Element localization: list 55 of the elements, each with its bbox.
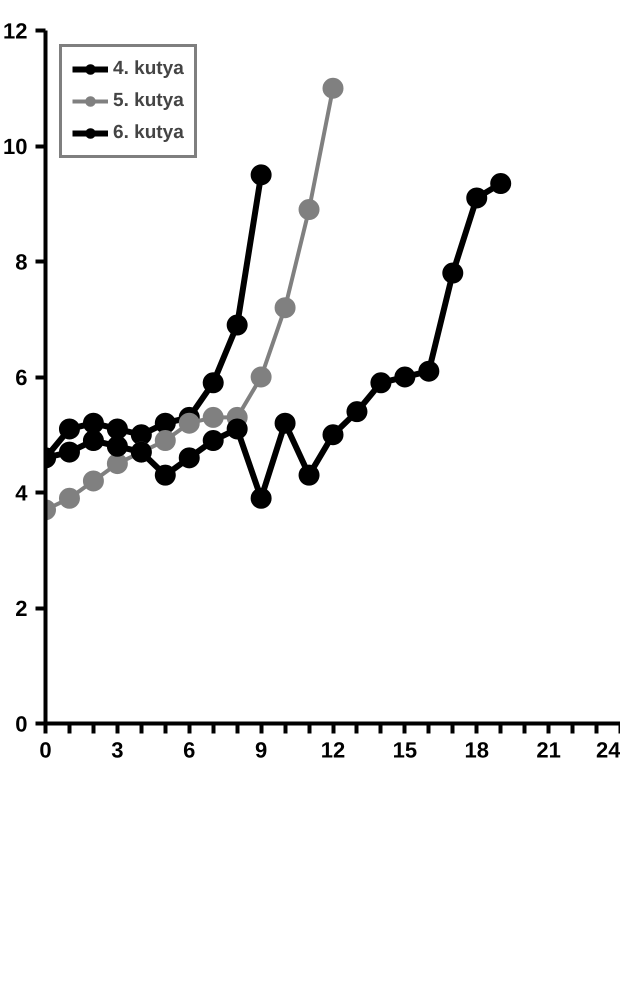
y-tick-label: 2 xyxy=(15,596,28,621)
point xyxy=(394,366,416,388)
point xyxy=(250,164,272,186)
point xyxy=(202,406,224,428)
point xyxy=(274,412,296,434)
x-tick-label: 21 xyxy=(536,738,561,762)
y-tick-label: 0 xyxy=(15,712,28,736)
point xyxy=(226,418,248,440)
point xyxy=(322,78,344,99)
point xyxy=(274,297,296,318)
y-tick-label: 4 xyxy=(15,480,28,506)
point xyxy=(106,418,128,440)
point xyxy=(298,464,320,486)
x-tick-label: 6 xyxy=(183,738,196,762)
point xyxy=(226,314,248,336)
point xyxy=(418,360,440,382)
y-tick-label: 10 xyxy=(3,134,28,159)
x-tick-label: 0 xyxy=(39,738,52,762)
point xyxy=(322,424,344,446)
x-tick-label: 3 xyxy=(111,738,124,762)
x-tick-label: 18 xyxy=(464,738,489,762)
legend-label: 4. kutya xyxy=(113,58,184,80)
y-tick-label: 6 xyxy=(15,365,28,390)
x-tick-label: 9 xyxy=(255,738,268,762)
point xyxy=(442,262,464,284)
point xyxy=(106,436,128,457)
point xyxy=(466,187,488,208)
point xyxy=(82,412,104,434)
point xyxy=(250,488,272,509)
point xyxy=(82,430,104,452)
y-tick-label: 8 xyxy=(15,250,28,274)
legend-label: 5. kutya xyxy=(113,90,184,112)
point xyxy=(154,464,176,486)
point xyxy=(130,424,152,446)
point xyxy=(370,372,392,394)
point xyxy=(346,401,368,422)
point xyxy=(58,488,80,509)
x-tick-label: 12 xyxy=(320,738,346,762)
legend-label: 6. kutya xyxy=(113,122,184,144)
point xyxy=(202,430,224,452)
point xyxy=(178,412,200,434)
point xyxy=(58,442,80,463)
point xyxy=(250,366,272,388)
point xyxy=(154,412,176,434)
point xyxy=(58,418,80,440)
y-tick-label: 12 xyxy=(3,18,28,44)
point xyxy=(178,447,200,468)
x-tick-label: 15 xyxy=(392,738,418,762)
point xyxy=(154,430,176,452)
point xyxy=(106,453,128,474)
point xyxy=(298,199,320,220)
point xyxy=(82,470,104,492)
point xyxy=(202,372,224,394)
x-tick-label: 24 xyxy=(596,738,622,762)
point xyxy=(490,173,512,194)
